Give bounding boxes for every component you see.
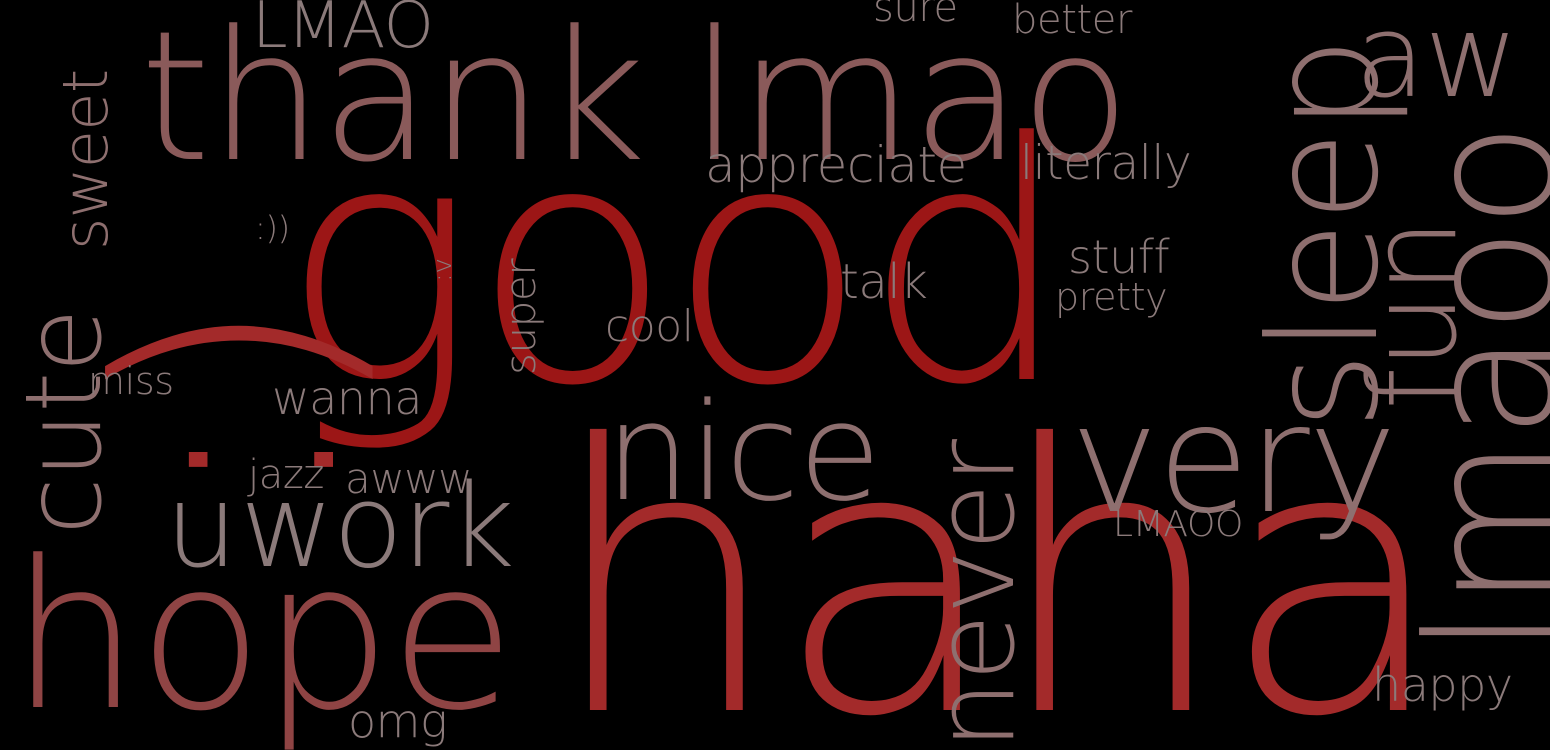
word-lmao: lmao bbox=[690, 0, 1130, 202]
word-talk: talk bbox=[840, 254, 928, 310]
word-never: never bbox=[911, 440, 1039, 750]
word-sweet: sweet bbox=[49, 69, 122, 250]
word-aw: aw bbox=[1355, 0, 1518, 124]
word-hope: hope bbox=[10, 518, 515, 750]
word-happy: happy bbox=[1372, 658, 1513, 712]
word-stuff: stuff bbox=[1068, 230, 1170, 284]
word-literally: literally bbox=[1020, 136, 1192, 191]
word-miss: miss bbox=[88, 359, 174, 403]
word-super: super bbox=[496, 258, 545, 375]
word-cute: cute bbox=[3, 309, 125, 535]
word-cool: cool bbox=[605, 301, 694, 352]
word-work: work bbox=[240, 460, 515, 594]
word-smiley-v: :v bbox=[428, 258, 458, 282]
word-fun: fun bbox=[1345, 219, 1484, 410]
word-very: very bbox=[1070, 373, 1397, 547]
word-awww: awww bbox=[345, 454, 473, 503]
word-pretty: pretty bbox=[1055, 275, 1168, 319]
word-thank: thank bbox=[140, 0, 646, 202]
word-LMAO: LMAO bbox=[252, 0, 434, 63]
word-sure: sure bbox=[873, 0, 958, 31]
word-appreciate: appreciate bbox=[705, 136, 967, 194]
word-better: better bbox=[1012, 0, 1133, 43]
word-good: good bbox=[280, 73, 1072, 457]
word-omg: omg bbox=[348, 694, 448, 748]
word-jazz: jazz bbox=[248, 452, 325, 498]
word-u: u bbox=[165, 460, 238, 594]
word-nice: nice bbox=[605, 374, 881, 531]
word-smiley-double: :)) bbox=[255, 209, 290, 247]
word-haha: haha bbox=[548, 368, 1448, 750]
word-LMAOO: LMAOO bbox=[1113, 504, 1243, 545]
word-wanna: wanna bbox=[272, 371, 423, 425]
